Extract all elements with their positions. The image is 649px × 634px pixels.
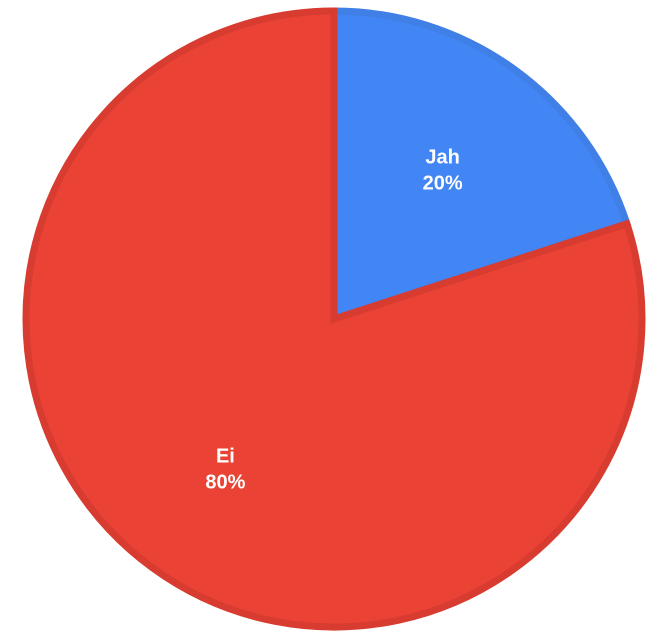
pie-slices (22, 7, 646, 631)
slice-label-ei: Ei (216, 446, 235, 468)
slice-label-jah: Jah (425, 147, 459, 169)
pie-slice-jah (330, 7, 632, 324)
pie-labels: Jah 20% Ei 80% (205, 147, 462, 494)
slice-value-ei: 80% (205, 472, 245, 494)
pie-slice-ei (22, 7, 646, 631)
slice-value-jah: 20% (423, 173, 463, 195)
